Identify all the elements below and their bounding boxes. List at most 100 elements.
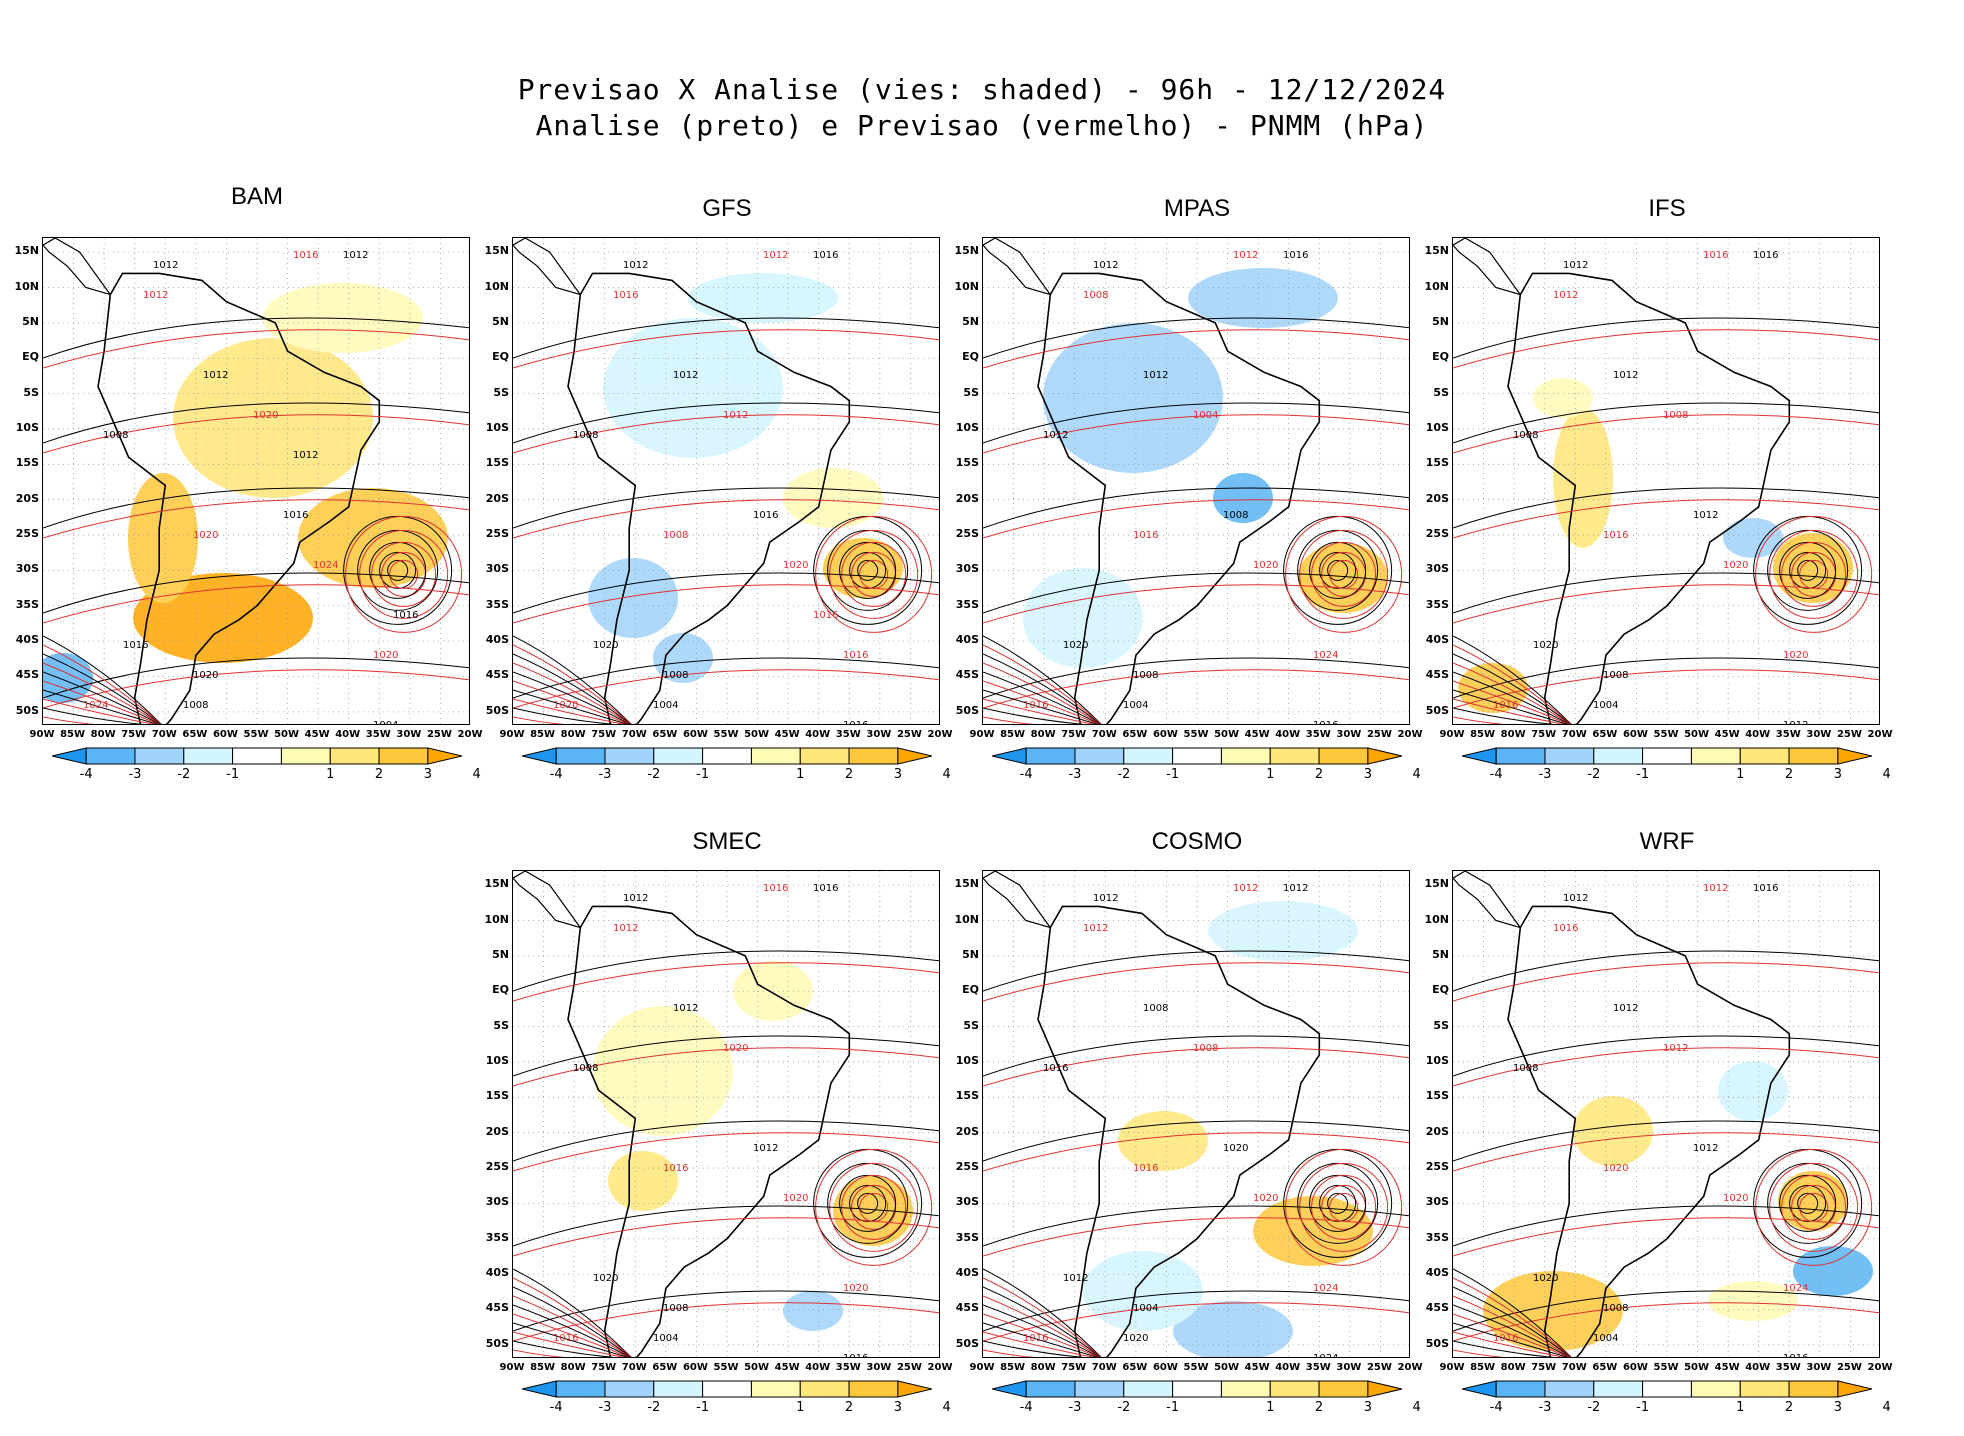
forecast-isobar: [513, 644, 632, 724]
title-line-2: Analise (preto) e Previsao (vermelho) - …: [535, 109, 1429, 142]
forecast-isobar: [513, 716, 565, 724]
colorbar: -4 -3 -2 -1 1 2 3 4: [1462, 747, 1891, 787]
colorbar-tick-label: -1: [1166, 1400, 1180, 1415]
analysis-isobar: [1453, 707, 1555, 724]
colorbar-tick-label: -1: [1166, 767, 1180, 782]
lat-tick-label: 20S: [15, 491, 39, 505]
bias-region: [1188, 268, 1338, 328]
analysis-isobar-label: 1016: [1283, 250, 1308, 261]
analysis-isobar: [1453, 653, 1572, 724]
isobars: [43, 317, 469, 724]
analysis-isobar: [1453, 1268, 1572, 1357]
lon-tick-label: 60W: [1152, 1362, 1178, 1373]
analysis-isobar: [513, 1035, 939, 1077]
lon-tick-label: 25W: [426, 729, 452, 740]
lon-tick-label: 75W: [1061, 729, 1087, 740]
forecast-isobar: [1453, 1302, 1879, 1342]
analysis-isobar: [43, 487, 469, 529]
analysis-isobar: [983, 635, 1102, 724]
lon-tick-label: 40W: [805, 729, 831, 740]
forecast-isobar: [513, 1132, 939, 1172]
colorbar-tick-label: 4: [942, 1400, 951, 1415]
analysis-isobar: [1453, 317, 1879, 359]
isobar-labels: 1012 1012 1008 1016 1020 1012 1004 1020 1024 1012…: [1023, 883, 1338, 1357]
analysis-isobar: [1779, 1174, 1837, 1232]
lat-tick-label: 50S: [1425, 1336, 1449, 1350]
forecast-isobar-label: 1016: [1133, 1163, 1158, 1174]
colorbar-tick-label: -1: [1636, 767, 1650, 782]
isobars: [1453, 317, 1879, 724]
lon-tick-label: 55W: [1183, 1362, 1209, 1373]
analysis-isobar: [513, 487, 939, 529]
lon-tick-label: 30W: [1336, 1362, 1362, 1373]
lat-tick-label: 30S: [1425, 1195, 1449, 1209]
lat-tick-label: 45S: [955, 668, 979, 682]
lat-tick-label: 45S: [1425, 1301, 1449, 1315]
analysis-isobar-label: 1008: [1133, 670, 1158, 681]
lat-tick-label: 45S: [485, 1301, 509, 1315]
analysis-isobar: [983, 1286, 1102, 1357]
forecast-isobar: [983, 584, 1409, 624]
colorbar-segment: [702, 747, 752, 765]
lat-tick-label: 10S: [485, 1053, 509, 1067]
analysis-isobar-label: 1016: [1783, 1353, 1808, 1358]
forecast-isobar: [513, 1331, 626, 1357]
lat-tick-label: EQ: [22, 350, 39, 364]
colorbar-segment: [329, 747, 380, 765]
forecast-isobar: [513, 962, 939, 1002]
lon-tick-label: 90W: [499, 1362, 525, 1373]
analysis-isobar: [983, 653, 1102, 724]
analysis-isobar-label: 1012: [673, 370, 698, 381]
analysis-isobar: [513, 1268, 632, 1357]
forecast-isobar-label: 1016: [1023, 1333, 1048, 1344]
forecast-isobar-label: 1016: [1023, 700, 1048, 711]
lon-tick-label: 80W: [560, 1362, 586, 1373]
forecast-isobar: [983, 1217, 1409, 1257]
analysis-isobar-label: 1016: [1753, 250, 1778, 261]
isobar-labels: 1012 1016 1012 1008 1016 1020 1008 1004 1016 1012…: [553, 250, 868, 724]
central-america-outline: [43, 238, 111, 296]
bias-shading: [1483, 1061, 1873, 1351]
lat-tick-label: 50S: [15, 703, 39, 717]
lat-tick-label: 20S: [485, 1124, 509, 1138]
lon-tick-label: 75W: [591, 1362, 617, 1373]
forecast-isobar-label: 1020: [783, 1193, 808, 1204]
bias-region: [1553, 408, 1613, 548]
lon-tick-label: 55W: [243, 729, 269, 740]
analysis-isobar: [1453, 572, 1879, 614]
forecast-isobar: [1285, 1148, 1403, 1266]
lat-tick-label: 20S: [1425, 491, 1449, 505]
colorbar-segment: [653, 1380, 704, 1398]
analysis-isobar: [983, 657, 1409, 699]
analysis-isobar: [513, 317, 939, 359]
lon-tick-label: 35W: [1775, 729, 1801, 740]
forecast-isobar: [43, 669, 469, 709]
map-svg: 1012 1016 1012 1008 1016 1020 1008 1004 1016 1012…: [513, 238, 939, 724]
colorbar-segment: [750, 1380, 801, 1398]
lon-tick-label: 50W: [1214, 729, 1240, 740]
colorbar-tick-label: 1: [1266, 1400, 1275, 1415]
panel-bam: BAM 15N 10N 5N EQ 5S 10S 15S 20S 25S 30S 35S 40S 45S 5…: [2, 183, 482, 782]
colorbar-segment: [1495, 1380, 1546, 1398]
lon-tick-label: 30W: [1806, 1362, 1832, 1373]
analysis-isobar: [983, 671, 1101, 724]
colorbar-segment: [1739, 1380, 1790, 1398]
continent-outline: [97, 272, 381, 724]
lon-tick-label: 60W: [1622, 729, 1648, 740]
lon-tick-label: 90W: [969, 1362, 995, 1373]
lat-tick-label: EQ: [962, 350, 979, 364]
lat-tick-label: 15S: [955, 456, 979, 470]
lon-tick-label: 50W: [1684, 729, 1710, 740]
colorbar-tick-label: -3: [128, 767, 142, 782]
lon-tick-label: 40W: [1745, 729, 1771, 740]
forecast-isobar-label: 1012: [723, 410, 748, 421]
analysis-isobar: [983, 1340, 1085, 1357]
colorbar-tick-label: -3: [598, 767, 612, 782]
lat-tick-label: 5N: [1432, 314, 1449, 328]
forecast-isobar: [43, 414, 469, 454]
lat-tick-label: 25S: [1425, 1160, 1449, 1174]
colorbar: -4 -3 -2 -1 1 2 3 4: [992, 747, 1421, 787]
forecast-isobar: [1453, 1331, 1566, 1357]
analysis-isobar: [1453, 1290, 1879, 1332]
bias-region: [1298, 543, 1388, 613]
